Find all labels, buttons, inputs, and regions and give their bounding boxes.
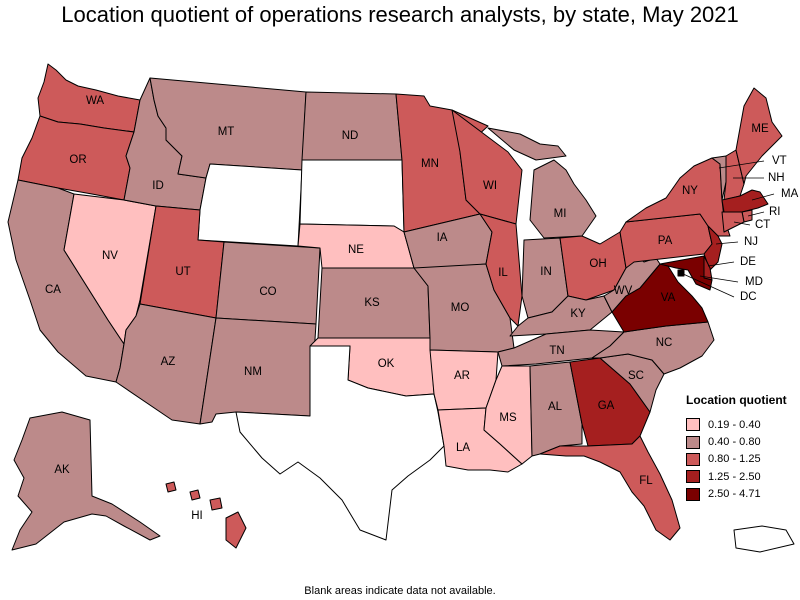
state-label-va: VA [661, 292, 676, 304]
state-label-nm: NM [244, 366, 262, 378]
state-label-fl: FL [639, 475, 653, 487]
state-label-me: ME [751, 123, 769, 135]
dc-marker [678, 270, 684, 276]
legend-item: 1.25 - 2.50 [686, 468, 796, 485]
leader-line-dc [680, 272, 735, 298]
state-me [735, 87, 783, 185]
state-vt [711, 155, 727, 201]
state-label-wa: WA [86, 95, 104, 107]
leader-line-ct [733, 221, 751, 226]
state-label-ca: CA [45, 284, 61, 296]
state-label-mn: MN [421, 158, 439, 170]
state-pr [733, 525, 795, 553]
state-label-nh: NH [768, 172, 785, 184]
state-nj [703, 225, 723, 271]
state-nm [199, 317, 317, 425]
map-title: Location quotient of operations research… [61, 2, 739, 27]
state-label-ny: NY [682, 185, 698, 197]
state-label-ri: RI [769, 206, 781, 218]
legend-swatch [686, 487, 700, 501]
leader-line-nj [715, 241, 739, 245]
state-label-or: OR [69, 154, 86, 166]
state-label-al: AL [548, 401, 563, 413]
leader-line-ma [751, 193, 775, 201]
state-label-az: AZ [161, 356, 176, 368]
state-label-in: IN [540, 266, 552, 278]
state-label-hi: HI [191, 510, 203, 522]
state-label-ky: KY [570, 308, 586, 320]
leader-line-de [707, 261, 735, 267]
state-label-nd: ND [342, 130, 359, 142]
state-label-ks: KS [364, 297, 380, 309]
state-label-mt: MT [218, 126, 235, 138]
state-wy [197, 163, 303, 247]
legend-label: 1.25 - 2.50 [708, 470, 761, 483]
legend-label: 0.80 - 1.25 [708, 453, 761, 466]
legend: Location quotient 0.19 - 0.40 0.40 - 0.80… [686, 393, 796, 503]
legend-swatch [686, 435, 700, 449]
state-ct [721, 211, 745, 233]
state-label-ia: IA [437, 232, 448, 244]
legend-item: 0.19 - 0.40 [686, 416, 796, 433]
state-sd [299, 159, 405, 233]
state-label-wi: WI [483, 180, 497, 192]
state-label-nc: NC [656, 337, 673, 349]
state-hi [165, 481, 247, 549]
state-tx [235, 345, 445, 541]
state-label-il: IL [498, 267, 508, 279]
leader-line-md [699, 275, 739, 283]
state-label-md: MD [745, 276, 763, 288]
leader-line-vt [718, 160, 765, 169]
state-label-ma: MA [781, 188, 799, 200]
state-label-de: DE [740, 256, 756, 268]
state-fl [539, 435, 681, 541]
state-nd [301, 91, 403, 161]
legend-item: 0.80 - 1.25 [686, 451, 796, 468]
state-label-nj: NJ [744, 236, 758, 248]
state-label-ne: NE [348, 244, 364, 256]
state-il [479, 213, 523, 327]
legend-title: Location quotient [686, 393, 787, 407]
legend-label: 0.19 - 0.40 [708, 418, 761, 431]
state-label-ms: MS [499, 412, 517, 424]
state-label-vt: VT [772, 155, 787, 167]
state-label-ar: AR [454, 370, 470, 382]
state-label-sc: SC [628, 370, 644, 382]
state-mi [487, 127, 597, 239]
legend-item: 2.50 - 4.71 [686, 486, 796, 503]
state-label-mi: MI [554, 208, 567, 220]
legend-label: 2.50 - 4.71 [708, 488, 761, 501]
state-label-la: LA [456, 442, 470, 454]
state-label-oh: OH [589, 258, 606, 270]
footnote: Blank areas indicate data not available. [304, 585, 496, 597]
state-label-co: CO [259, 286, 276, 298]
state-label-wv: WV [614, 285, 633, 297]
state-label-ok: OK [378, 358, 395, 370]
legend-item: 0.40 - 0.80 [686, 433, 796, 450]
state-ak [11, 411, 161, 551]
state-label-ak: AK [54, 464, 70, 476]
state-label-id: ID [152, 180, 164, 192]
legend-swatch [686, 418, 700, 432]
state-label-tn: TN [549, 345, 564, 357]
legend-swatch [686, 470, 700, 484]
state-label-mo: MO [451, 302, 470, 314]
state-label-ut: UT [175, 266, 190, 278]
state-label-nv: NV [102, 250, 118, 262]
state-label-ct: CT [755, 219, 770, 231]
legend-label: 0.40 - 0.80 [708, 436, 761, 449]
state-label-pa: PA [658, 235, 673, 247]
legend-swatch [686, 452, 700, 466]
leader-line-ri [747, 211, 765, 217]
state-co [215, 241, 321, 325]
state-label-dc: DC [740, 291, 757, 303]
state-label-ga: GA [598, 400, 615, 412]
